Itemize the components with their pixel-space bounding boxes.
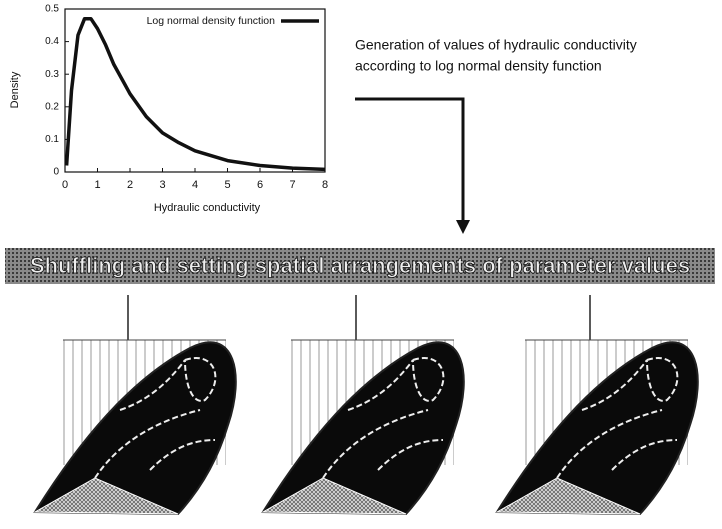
x-tick-label: 0 xyxy=(62,179,68,191)
density-chart: Hydraulic conductivity Density 0 1 2 3 4 5 6 7 8… xyxy=(9,4,328,214)
density-curve xyxy=(64,17,326,172)
y-tick-label: 0.5 xyxy=(45,4,59,15)
x-tick-label: 8 xyxy=(322,179,328,191)
caption-line: Generation of values of hydraulic conduc… xyxy=(355,37,637,53)
basin-map xyxy=(496,294,699,515)
x-tick-label: 4 xyxy=(192,179,198,191)
caption-line: according to log normal density function xyxy=(355,58,602,74)
x-tick-label: 5 xyxy=(224,179,230,191)
x-axis-label: Hydraulic conductivity xyxy=(154,202,261,214)
basin-map xyxy=(262,294,465,515)
x-tick-label: 2 xyxy=(127,179,133,191)
y-axis-label: Density xyxy=(9,71,21,108)
y-tick-label: 0.3 xyxy=(45,69,59,80)
banner-text: Shuffling and setting spatial arrangemen… xyxy=(30,253,690,278)
basin-map xyxy=(34,294,237,515)
arrow-head xyxy=(456,220,470,234)
y-tick-label: 0.1 xyxy=(45,134,59,145)
y-tick-label: 0 xyxy=(53,167,59,178)
y-tick-label: 0.4 xyxy=(45,36,59,47)
y-tick-label: 0.2 xyxy=(45,101,59,112)
x-tick-label: 6 xyxy=(257,179,263,191)
plot-frame xyxy=(64,8,326,173)
banner xyxy=(5,248,715,284)
legend-label: Log normal density function xyxy=(147,15,276,27)
x-tick-label: 3 xyxy=(159,179,165,191)
x-tick-label: 1 xyxy=(94,179,100,191)
x-tick-label: 7 xyxy=(289,179,295,191)
flow-arrow xyxy=(355,97,465,222)
